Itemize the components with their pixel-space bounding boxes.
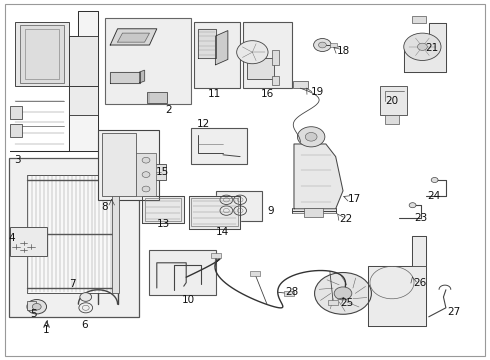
Polygon shape (142, 196, 184, 223)
Bar (284, 291, 294, 296)
Bar (27, 301, 36, 310)
Text: 4: 4 (9, 233, 16, 243)
Bar (380, 86, 407, 115)
Bar (412, 16, 426, 23)
Bar (136, 153, 156, 196)
Text: 25: 25 (341, 298, 354, 308)
Text: 26: 26 (413, 278, 426, 288)
Bar (272, 76, 279, 85)
Bar (149, 250, 216, 295)
Text: 21: 21 (425, 42, 439, 53)
Polygon shape (294, 144, 343, 209)
Text: 1: 1 (43, 325, 50, 336)
Bar (10, 227, 47, 256)
Bar (145, 198, 181, 221)
Circle shape (315, 273, 371, 314)
Bar (10, 124, 22, 137)
Text: 2: 2 (166, 105, 172, 115)
Bar (272, 50, 279, 65)
Text: 3: 3 (14, 155, 21, 165)
Bar (330, 43, 337, 47)
Circle shape (404, 33, 441, 60)
Polygon shape (140, 70, 145, 83)
Text: 17: 17 (348, 194, 361, 204)
Bar (112, 175, 119, 293)
Polygon shape (118, 33, 149, 42)
Bar (69, 36, 98, 86)
Text: 16: 16 (260, 89, 274, 99)
Polygon shape (110, 29, 157, 45)
Bar (194, 22, 240, 88)
Bar (105, 18, 191, 104)
Bar (15, 22, 69, 86)
Circle shape (142, 172, 150, 177)
Bar (20, 25, 64, 83)
Circle shape (334, 287, 352, 300)
Text: 5: 5 (30, 309, 37, 319)
Circle shape (431, 177, 438, 183)
Polygon shape (216, 31, 228, 65)
Circle shape (80, 293, 92, 301)
Text: 19: 19 (311, 87, 324, 97)
Circle shape (417, 43, 427, 50)
Polygon shape (368, 236, 426, 326)
Text: 23: 23 (414, 213, 427, 223)
Bar (293, 81, 308, 88)
Text: 27: 27 (447, 307, 461, 317)
Bar (216, 191, 262, 221)
Circle shape (27, 300, 47, 314)
Circle shape (142, 186, 150, 192)
Text: 28: 28 (286, 287, 299, 297)
Text: 11: 11 (207, 89, 221, 99)
Text: 10: 10 (182, 294, 195, 305)
Text: 12: 12 (196, 119, 210, 129)
Circle shape (305, 132, 317, 141)
Bar (243, 22, 292, 88)
Text: 6: 6 (81, 320, 88, 330)
Bar (250, 271, 260, 276)
Text: 9: 9 (267, 206, 274, 216)
Text: 15: 15 (156, 167, 170, 177)
Bar (211, 253, 220, 258)
Text: 8: 8 (101, 202, 108, 212)
Bar (10, 106, 22, 119)
Circle shape (297, 127, 325, 147)
Bar (328, 300, 338, 305)
Bar (247, 58, 274, 79)
Polygon shape (10, 11, 98, 151)
Bar (147, 164, 166, 180)
Polygon shape (198, 29, 216, 58)
Polygon shape (189, 196, 240, 229)
Text: 7: 7 (69, 279, 75, 289)
Bar (304, 208, 323, 217)
Circle shape (409, 203, 416, 208)
Bar (69, 86, 98, 115)
Bar (191, 198, 238, 226)
Bar (147, 92, 167, 103)
Bar (24, 29, 59, 79)
Text: 24: 24 (427, 191, 441, 201)
Polygon shape (404, 23, 446, 72)
Circle shape (318, 42, 326, 48)
Circle shape (142, 157, 150, 163)
Bar (98, 130, 159, 200)
Bar (27, 175, 113, 293)
Bar (385, 115, 399, 124)
Text: 20: 20 (386, 96, 399, 106)
Text: 18: 18 (337, 46, 350, 56)
Polygon shape (110, 72, 140, 83)
Circle shape (237, 41, 268, 64)
Text: 13: 13 (156, 219, 170, 229)
Text: 22: 22 (339, 213, 352, 224)
Circle shape (32, 303, 41, 310)
Bar (191, 128, 247, 164)
Bar (9, 158, 139, 317)
Text: 14: 14 (215, 227, 229, 237)
Bar (102, 133, 136, 196)
Circle shape (314, 39, 331, 51)
